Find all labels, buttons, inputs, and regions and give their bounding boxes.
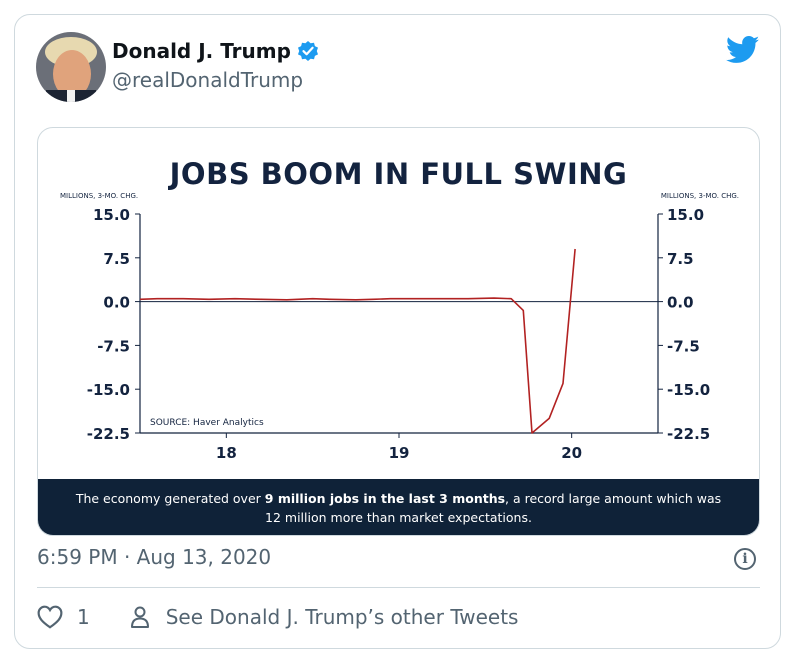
y-tick-label-right: -22.5: [667, 425, 710, 443]
x-tick-label: 20: [561, 444, 582, 462]
verified-badge-icon: [297, 41, 318, 61]
right-axis-unit-label: MILLIONS, 3-MO. CHG.: [660, 192, 739, 200]
display-name-text[interactable]: Donald J. Trump: [112, 39, 291, 63]
source-label: SOURCE: Haver Analytics: [150, 418, 264, 428]
line-chart: 15.0 15.0 7.5 7.5 0.0 0.0 -7.5 -7.5 -15.0 -15.0 -2…: [87, 206, 711, 462]
y-tick-label-right: -7.5: [667, 337, 700, 355]
like-count[interactable]: 1: [77, 605, 90, 629]
tweet-timestamp[interactable]: 6:59 PM · Aug 13, 2020: [37, 545, 272, 569]
divider: [37, 587, 760, 588]
y-tick-label-left: 7.5: [103, 250, 130, 268]
caption-bold: 9 million jobs in the last 3 months: [264, 491, 506, 506]
y-tick-label-left: -22.5: [87, 425, 130, 443]
display-name[interactable]: Donald J. Trump: [112, 39, 319, 63]
chart-image[interactable]: JOBS BOOM IN FULL SWING MILLIONS, 3-MO. …: [37, 127, 760, 536]
caption-line-1: The economy generated over 9 million job…: [38, 489, 759, 508]
y-tick-label-right: -15.0: [667, 381, 710, 399]
caption-prefix: The economy generated over: [75, 491, 265, 506]
other-tweets-text[interactable]: See Donald J. Trump’s other Tweets: [165, 605, 519, 629]
y-tick-label-left: -15.0: [87, 381, 130, 399]
info-icon[interactable]: i: [734, 548, 756, 570]
y-tick-label-left: -7.5: [97, 337, 130, 355]
y-tick-label-right: 7.5: [667, 250, 694, 268]
series-line: [139, 248, 576, 434]
y-tick-label-left: 15.0: [93, 206, 130, 224]
y-tick-label-right: 15.0: [667, 206, 704, 224]
twitter-bird-icon[interactable]: [725, 36, 760, 68]
y-tick-label-left: 0.0: [103, 294, 130, 312]
other-tweets-link[interactable]: See Donald J. Trump’s other Tweets: [130, 605, 519, 629]
x-tick-label: 18: [216, 444, 237, 462]
y-tick-label-right: 0.0: [667, 294, 694, 312]
left-axis-unit-label: MILLIONS, 3-MO. CHG.: [60, 192, 139, 200]
heart-icon[interactable]: [37, 605, 63, 629]
chart-title: JOBS BOOM IN FULL SWING: [169, 157, 628, 191]
caption-line-2: 12 million more than market expectations…: [265, 510, 532, 525]
chart-caption: The economy generated over 9 million job…: [38, 479, 759, 535]
user-handle[interactable]: @realDonaldTrump: [112, 68, 304, 92]
caption-suffix: , a record large amount which was: [505, 491, 722, 506]
x-tick-label: 19: [389, 444, 410, 462]
avatar[interactable]: [36, 32, 106, 102]
person-icon: [130, 606, 149, 628]
action-row: 1 See Donald J. Trump’s other Tweets: [37, 604, 518, 630]
